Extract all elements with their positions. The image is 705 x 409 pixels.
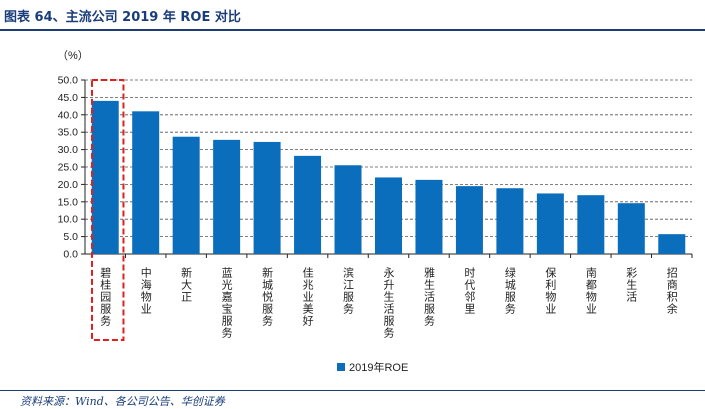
source-note: 资料来源：Wind、各公司公告、华创证券	[20, 395, 225, 408]
bar	[253, 141, 281, 254]
legend: 2019年ROE	[337, 360, 408, 374]
highlight-box	[91, 79, 125, 341]
category-label: 蓝光嘉宝服务	[220, 267, 233, 339]
bar	[334, 165, 362, 254]
category-label: 南都物业	[584, 267, 597, 315]
category-label: 时代邻里	[463, 267, 476, 315]
y-tick-label: 30.0	[58, 144, 79, 156]
y-tick-label: 10.0	[58, 214, 79, 226]
bar	[496, 188, 524, 254]
y-tick-label: 15.0	[58, 196, 79, 208]
bar	[294, 155, 322, 254]
title-divider	[0, 29, 705, 31]
bar	[658, 234, 686, 254]
bar	[132, 111, 160, 254]
legend-swatch	[337, 363, 345, 371]
category-label: 雅生活服务	[422, 266, 435, 327]
y-tick-label: 0.0	[63, 249, 78, 261]
category-label: 招商积余	[665, 266, 678, 315]
chart-title: 图表 64、主流公司 2019 年 ROE 对比	[4, 10, 241, 25]
bar	[617, 203, 645, 254]
bars	[91, 100, 686, 254]
y-tick-label: 20.0	[58, 179, 79, 191]
bar	[213, 139, 241, 254]
y-tick-label: 35.0	[58, 127, 79, 139]
category-label: 保利物业	[544, 266, 557, 315]
category-label: 彩生活	[625, 267, 638, 303]
category-label: 碧桂园服务	[99, 267, 112, 327]
bar	[536, 193, 564, 254]
bar	[455, 186, 483, 254]
bar	[91, 100, 119, 254]
bar	[415, 179, 443, 254]
category-label: 永升生活服务	[382, 266, 395, 339]
bar	[172, 136, 200, 254]
axes: 0.0 5.0 10.0 15.0 20.0 25.0 30.0 35.0 40.0 45.0 50…	[58, 75, 693, 261]
roe-bar-chart: 0.0 5.0 10.0 15.0 20.0 25.0 30.0 35.0 40.0 45.0 50…	[57, 49, 693, 374]
y-tick-label: 50.0	[58, 75, 79, 87]
legend-label: 2019年ROE	[349, 360, 408, 374]
y-tick-label: 25.0	[58, 162, 79, 174]
source-divider	[0, 390, 705, 391]
bar	[375, 177, 402, 254]
bar	[577, 195, 605, 254]
category-label: 新大正	[180, 266, 193, 303]
category-labels: 碧桂园服务 中海物业 新大正 蓝光嘉宝服务 新城悦服务 佳兆业美好 滨江服务 永升生活服务 雅生…	[99, 266, 679, 339]
y-axis-label: （%）	[57, 49, 89, 62]
category-label: 佳兆业美好	[301, 266, 314, 327]
category-label: 滨江服务	[342, 266, 355, 315]
y-tick-label: 5.0	[63, 231, 78, 243]
y-tick-label: 45.0	[58, 92, 79, 104]
y-tick-label: 40.0	[58, 109, 79, 121]
category-label: 新城悦服务	[261, 266, 274, 327]
category-label: 绿城服务	[503, 266, 516, 315]
category-label: 中海物业	[139, 267, 152, 315]
